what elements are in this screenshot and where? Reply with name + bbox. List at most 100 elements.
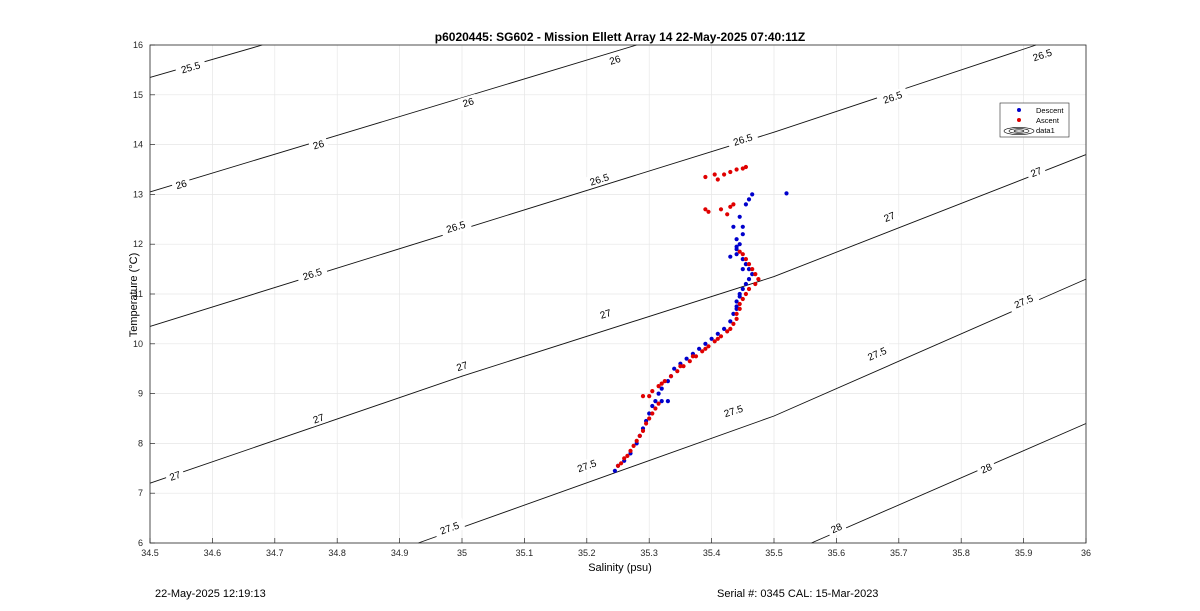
descent-point	[740, 267, 745, 272]
ascent-point	[734, 316, 739, 321]
y-tick-label: 16	[133, 40, 143, 50]
x-tick-label: 34.6	[204, 548, 222, 558]
ascent-point	[647, 394, 652, 399]
descent-point	[734, 252, 739, 257]
ascent-point	[659, 381, 664, 386]
ascent-point	[737, 306, 742, 311]
ascent-point	[662, 379, 667, 384]
ascent-point	[640, 428, 646, 433]
descent-point	[731, 311, 736, 316]
descent-point	[743, 281, 749, 287]
ascent-point	[706, 344, 711, 349]
x-tick-label: 35.4	[703, 548, 721, 558]
y-tick-label: 15	[133, 90, 143, 100]
x-axis-ticks: 34.5 34.6 34.7 34.8 34.9 35 35.1 35.2 35.3 35.4 35…	[141, 538, 1091, 558]
y-tick-label: 13	[133, 189, 143, 199]
x-tick-label: 34.8	[328, 548, 346, 558]
ascent-point	[625, 453, 630, 458]
contour-label: 26.5	[439, 216, 472, 237]
legend-descent-label: Descent	[1036, 106, 1064, 115]
descent-point	[659, 386, 664, 391]
descent-point	[612, 468, 618, 473]
descent-point	[750, 192, 755, 197]
contour-label-bg	[878, 207, 900, 226]
contour-label: 27	[451, 357, 473, 375]
contour-label-text: 26.5	[732, 132, 754, 148]
descent-point	[740, 257, 745, 262]
ascent-point	[693, 354, 699, 359]
density-contour-27	[149, 154, 1087, 484]
contour-label-text: 27	[312, 412, 327, 426]
descent-point	[709, 336, 714, 341]
descent-point	[647, 411, 652, 416]
data-points	[612, 164, 789, 473]
contour-label: 27	[878, 207, 900, 226]
descent-point	[784, 191, 789, 196]
ascent-point	[656, 384, 661, 389]
grid-lines	[149, 44, 1087, 544]
descent-point	[684, 356, 689, 361]
ascent-point	[737, 301, 742, 307]
density-contour-25-5	[149, 44, 263, 78]
contour-label-bg	[1007, 289, 1040, 314]
contour-label-text: 26.5	[302, 267, 324, 283]
ascent-point	[715, 336, 720, 341]
y-tick-label: 14	[133, 140, 143, 150]
ascent-point	[750, 267, 755, 272]
descent-point	[746, 267, 752, 272]
x-tick-label: 35.1	[516, 548, 534, 558]
contour-label: 25.5	[174, 57, 207, 78]
contour-label-bg	[457, 93, 479, 111]
descent-point	[734, 237, 739, 242]
ascent-point	[647, 416, 652, 421]
contour-label: 26	[170, 176, 192, 193]
contour-label-text: 26	[462, 96, 476, 110]
ascent-point	[718, 207, 724, 212]
ascent-point	[619, 461, 624, 466]
descent-point	[697, 346, 702, 351]
contour-label-bg	[1026, 44, 1059, 66]
ascent-point	[722, 172, 727, 177]
descent-point	[728, 319, 733, 324]
density-contour-labels: 25.5 26 26 26 26 26.5 26.5 26.5 26.5 26.5 26.5 27 27…	[164, 44, 1059, 539]
contour-label: 27.5	[860, 342, 894, 366]
descent-point	[672, 366, 677, 371]
contour-label-bg	[860, 342, 894, 366]
contour-label: 26.5	[876, 86, 909, 108]
contour-label: 26.5	[583, 169, 616, 190]
contour-label-bg	[433, 517, 466, 539]
ascent-point	[622, 456, 627, 461]
contour-label-bg	[164, 467, 186, 485]
contour-label-text: 28	[830, 522, 845, 537]
x-tick-label: 35	[457, 548, 467, 558]
contour-label: 27	[164, 467, 186, 485]
legend-ascent-label: Ascent	[1036, 116, 1060, 125]
ascent-point	[734, 311, 739, 316]
x-tick-label: 35.8	[952, 548, 970, 558]
contour-label-text: 26.5	[445, 220, 467, 236]
ascent-point	[644, 421, 649, 426]
descent-point	[656, 391, 661, 396]
ascent-point	[631, 443, 636, 448]
footer-timestamp: 22-May-2025 12:19:13	[155, 588, 266, 600]
y-axis-label: Temperature (°C)	[128, 253, 140, 337]
legend-ascent-marker	[1017, 118, 1021, 122]
y-tick-label: 8	[138, 438, 143, 448]
ascent-point	[756, 277, 761, 282]
contour-label-text: 27.5	[723, 404, 745, 421]
descent-point	[743, 262, 749, 267]
ascent-point	[637, 433, 642, 438]
descent-point	[734, 244, 739, 249]
ascent-point	[712, 339, 717, 344]
descent-point	[722, 326, 727, 331]
contour-label-text: 27.5	[439, 520, 461, 537]
contour-label-text: 27	[168, 470, 183, 484]
ascent-point	[737, 249, 742, 254]
ascent-point	[746, 286, 752, 292]
y-tick-label: 12	[133, 239, 143, 249]
x-tick-label: 35.9	[1015, 548, 1033, 558]
contour-label: 27	[308, 409, 329, 428]
descent-point	[740, 224, 745, 229]
descent-point	[746, 197, 752, 202]
contour-label-text: 28	[979, 462, 994, 477]
